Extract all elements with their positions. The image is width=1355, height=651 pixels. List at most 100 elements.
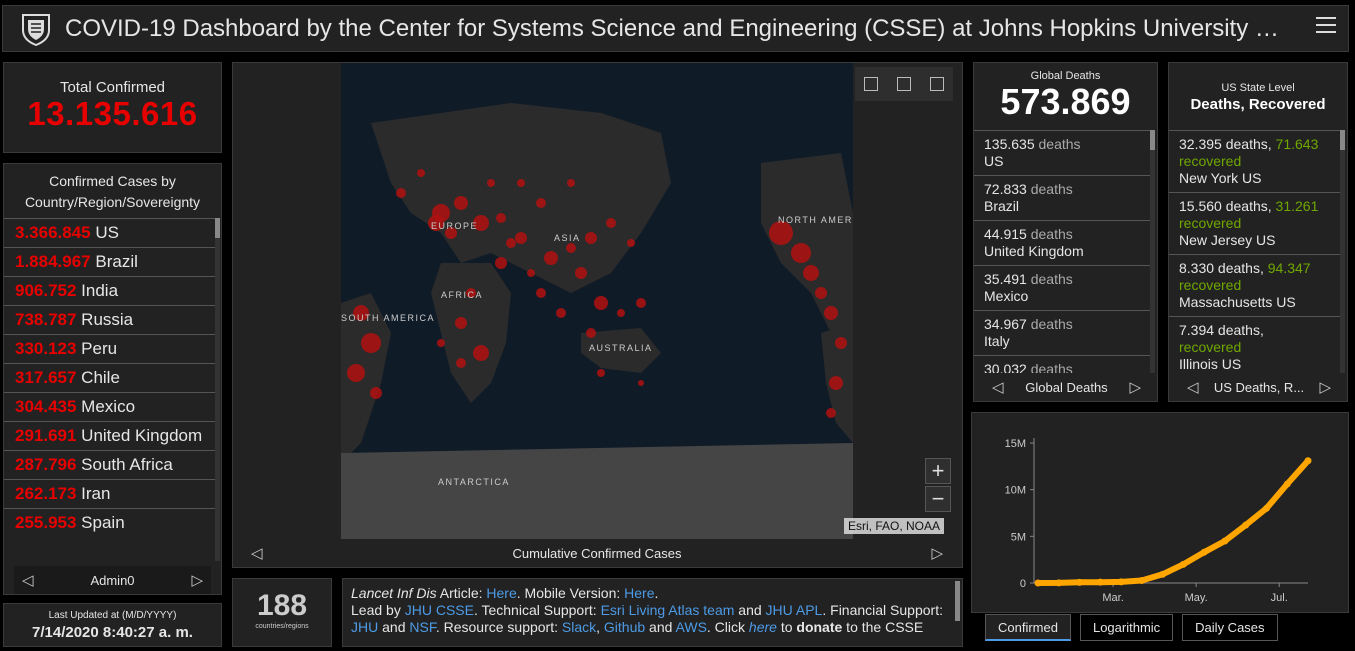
tab-daily-cases[interactable]: Daily Cases xyxy=(1182,614,1278,641)
aws-link[interactable]: AWS xyxy=(675,619,707,635)
case-marker[interactable] xyxy=(456,358,466,368)
case-marker[interactable] xyxy=(829,376,843,390)
case-marker[interactable] xyxy=(428,215,444,231)
global-deaths-item[interactable]: 30.032 deaths xyxy=(974,355,1151,373)
prev-arrow-icon[interactable]: ◁ xyxy=(251,545,263,562)
mobile-version-link[interactable]: Here xyxy=(624,585,655,601)
us-state-item[interactable]: 15.560 deaths, 31.261 recovered New Jersey… xyxy=(1169,192,1341,254)
case-marker[interactable] xyxy=(803,265,819,281)
country-list-item[interactable]: 291.691 United Kingdom xyxy=(4,421,215,450)
article-link[interactable]: Here xyxy=(486,585,517,601)
case-marker[interactable] xyxy=(824,306,838,320)
case-marker[interactable] xyxy=(417,169,425,177)
global-deaths-item[interactable]: 44.915 deaths United Kingdom xyxy=(974,220,1151,265)
country-list-item[interactable]: 304.435 Mexico xyxy=(4,392,215,421)
us-state-item[interactable]: 8.330 deaths, 94.347 recovered Massachuset… xyxy=(1169,254,1341,316)
case-marker[interactable] xyxy=(466,288,476,298)
case-marker[interactable] xyxy=(353,305,369,321)
next-arrow-icon[interactable]: ▷ xyxy=(931,545,943,562)
case-marker[interactable] xyxy=(437,339,445,347)
global-deaths-item[interactable]: 135.635 deaths US xyxy=(974,130,1151,175)
case-marker[interactable] xyxy=(594,296,608,310)
case-marker[interactable] xyxy=(361,333,381,353)
case-marker[interactable] xyxy=(556,308,566,318)
country-list-item[interactable]: 906.752 India xyxy=(4,276,215,305)
zoom-out-button[interactable]: − xyxy=(925,486,951,512)
us-deaths-list[interactable]: 32.395 deaths, 71.643 recovered New York U… xyxy=(1169,130,1341,373)
next-arrow-icon[interactable]: ▷ xyxy=(191,572,203,589)
jhu-csse-link[interactable]: JHU CSSE xyxy=(404,602,474,618)
case-marker[interactable] xyxy=(566,243,576,253)
us-state-item[interactable]: 32.395 deaths, 71.643 recovered New York U… xyxy=(1169,130,1341,192)
case-marker[interactable] xyxy=(597,369,605,377)
case-marker[interactable] xyxy=(396,188,406,198)
slack-link[interactable]: Slack xyxy=(561,619,597,635)
list-icon[interactable] xyxy=(896,77,911,91)
donate-here-link[interactable]: here xyxy=(748,619,777,635)
case-marker[interactable] xyxy=(527,269,535,277)
tab-logarithmic[interactable]: Logarithmic xyxy=(1079,614,1174,641)
country-list-item[interactable]: 317.657 Chile xyxy=(4,363,215,392)
case-marker[interactable] xyxy=(454,196,468,210)
bookmark-icon[interactable] xyxy=(864,77,879,91)
case-marker[interactable] xyxy=(347,364,365,382)
jhu-link[interactable]: JHU xyxy=(351,619,379,635)
country-list-item[interactable]: 3.366.845 US xyxy=(4,218,215,247)
country-list-item[interactable]: 255.953 Spain xyxy=(4,508,215,537)
esri-link[interactable]: Esri Living Atlas team xyxy=(600,602,735,618)
case-marker[interactable] xyxy=(536,198,546,208)
country-list-item[interactable]: 287.796 South Africa xyxy=(4,450,215,479)
github-link[interactable]: Github xyxy=(603,619,646,635)
case-marker[interactable] xyxy=(473,345,489,361)
case-marker[interactable] xyxy=(826,408,836,418)
case-marker[interactable] xyxy=(617,309,625,317)
us-deaths-scrollbar[interactable] xyxy=(1340,130,1345,373)
next-arrow-icon[interactable]: ▷ xyxy=(1319,379,1331,396)
global-deaths-list[interactable]: 135.635 deaths US 72.833 deaths Brazil 44.91… xyxy=(974,130,1151,373)
case-marker[interactable] xyxy=(585,232,597,244)
case-marker[interactable] xyxy=(586,328,596,338)
case-marker[interactable] xyxy=(567,179,575,187)
global-deaths-item[interactable]: 35.491 deaths Mexico xyxy=(974,265,1151,310)
case-marker[interactable] xyxy=(544,251,558,265)
case-marker[interactable] xyxy=(495,257,507,269)
case-marker[interactable] xyxy=(370,387,382,399)
country-list-item[interactable]: 262.173 Iran xyxy=(4,479,215,508)
case-marker[interactable] xyxy=(769,221,793,245)
us-state-item[interactable]: 7.394 deaths, recovered Illinois US xyxy=(1169,316,1341,373)
case-marker[interactable] xyxy=(445,227,457,239)
country-list-scrollbar[interactable] xyxy=(215,218,220,561)
prev-arrow-icon[interactable]: ◁ xyxy=(22,572,34,589)
case-marker[interactable] xyxy=(606,218,616,228)
country-list-item[interactable]: 330.123 Peru xyxy=(4,334,215,363)
case-marker[interactable] xyxy=(515,232,527,244)
case-marker[interactable] xyxy=(473,215,489,231)
case-marker[interactable] xyxy=(835,337,847,349)
next-arrow-icon[interactable]: ▷ xyxy=(1129,379,1141,396)
global-deaths-scrollbar[interactable] xyxy=(1150,130,1155,373)
country-list-item[interactable]: 1.884.967 Brazil xyxy=(4,247,215,276)
case-marker[interactable] xyxy=(638,380,644,386)
case-marker[interactable] xyxy=(487,179,495,187)
tab-confirmed[interactable]: Confirmed xyxy=(985,614,1071,641)
global-deaths-item[interactable]: 34.967 deaths Italy xyxy=(974,310,1151,355)
nsf-link[interactable]: NSF xyxy=(409,619,436,635)
country-list[interactable]: 3.366.845 US 1.884.967 Brazil 906.752 Indi… xyxy=(4,218,215,561)
country-list-item[interactable]: 738.787 Russia xyxy=(4,305,215,334)
global-deaths-item[interactable]: 72.833 deaths Brazil xyxy=(974,175,1151,220)
case-marker[interactable] xyxy=(455,317,467,329)
prev-arrow-icon[interactable]: ◁ xyxy=(992,379,1004,396)
case-marker[interactable] xyxy=(815,287,827,299)
prev-arrow-icon[interactable]: ◁ xyxy=(1187,379,1199,396)
case-marker[interactable] xyxy=(506,238,516,248)
jhu-apl-link[interactable]: JHU APL xyxy=(765,602,823,618)
world-map[interactable]: EUROPE ASIA NORTH AMERICA AFRICA SOUTH A… xyxy=(341,63,853,539)
grid-icon[interactable] xyxy=(929,77,944,91)
case-marker[interactable] xyxy=(791,243,811,263)
info-scrollbar[interactable] xyxy=(955,581,960,621)
case-marker[interactable] xyxy=(517,179,525,187)
case-marker[interactable] xyxy=(575,267,587,279)
case-marker[interactable] xyxy=(536,288,546,298)
hamburger-menu-icon[interactable] xyxy=(1316,17,1336,37)
case-marker[interactable] xyxy=(496,213,506,223)
